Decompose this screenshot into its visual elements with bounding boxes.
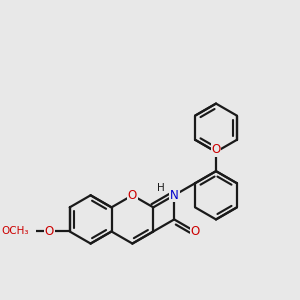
Text: OCH₃: OCH₃	[1, 226, 29, 236]
Text: O: O	[169, 189, 179, 202]
Text: O: O	[190, 225, 200, 238]
Text: N: N	[170, 189, 178, 202]
Text: H: H	[157, 183, 165, 193]
Text: O: O	[128, 189, 137, 202]
Text: O: O	[45, 225, 54, 238]
Text: O: O	[212, 143, 220, 156]
